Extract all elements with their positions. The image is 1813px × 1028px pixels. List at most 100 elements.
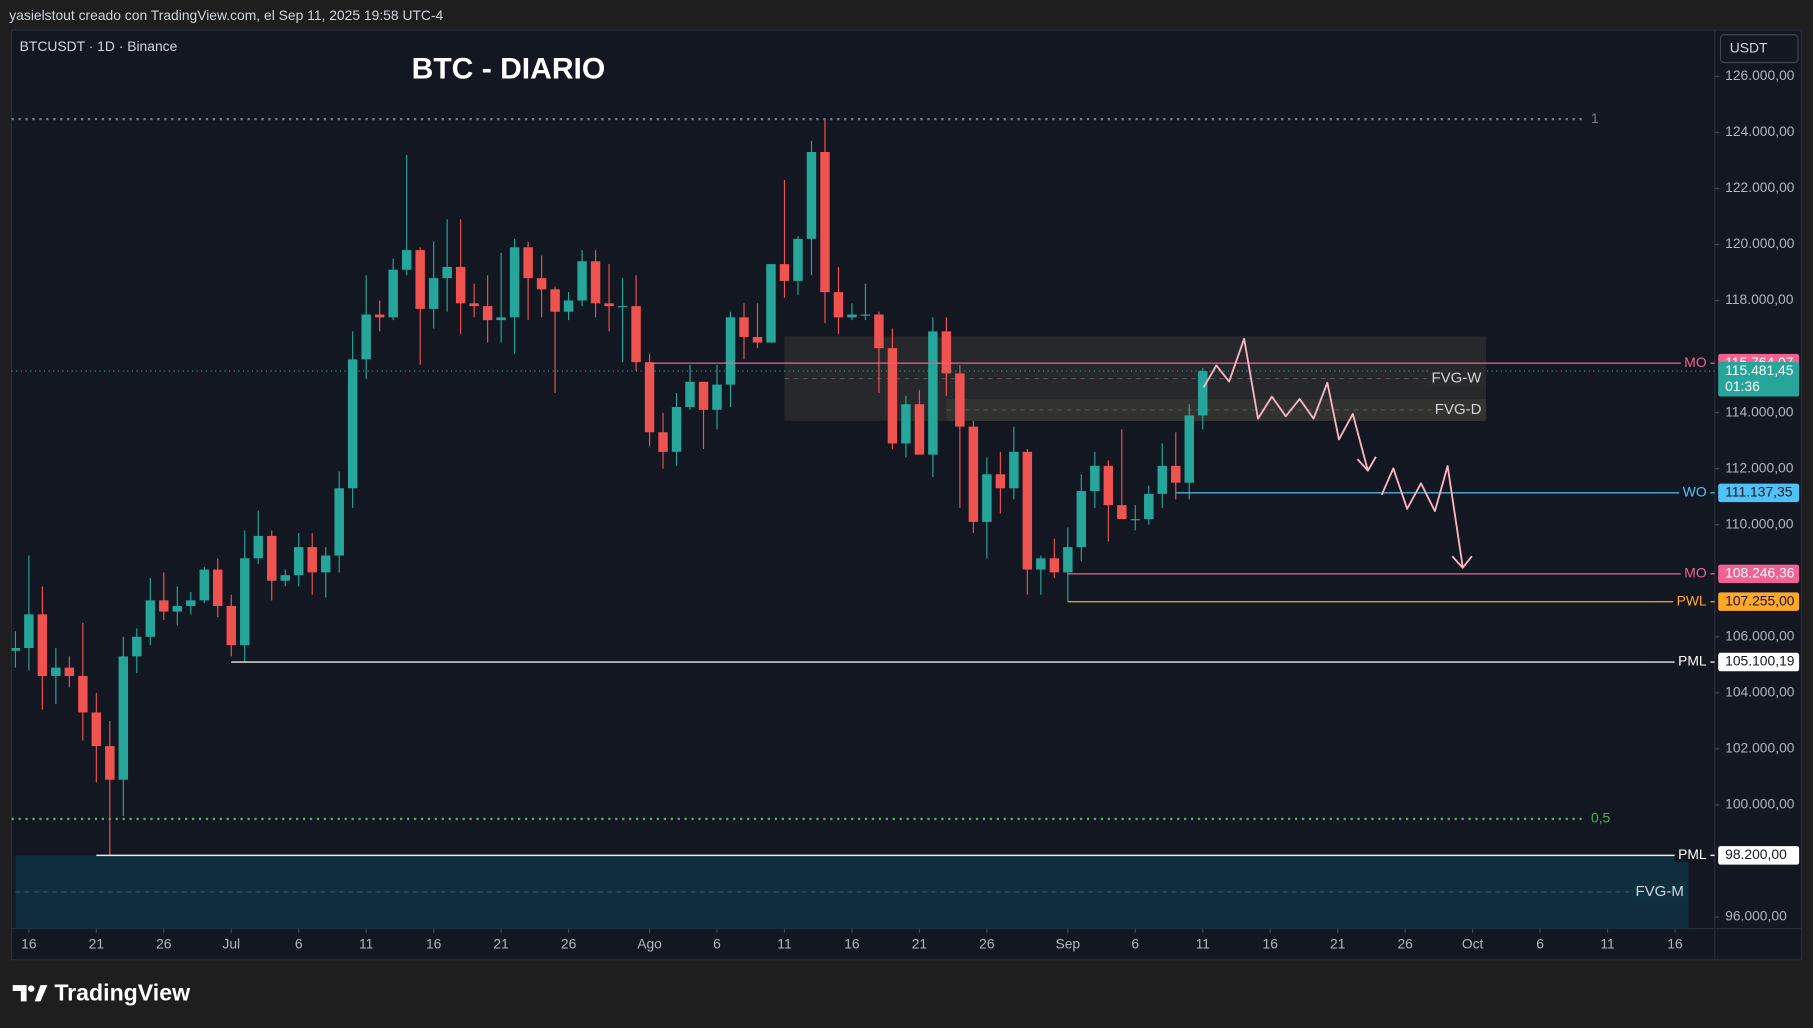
candle-body	[1103, 465, 1114, 506]
candle-body	[995, 474, 1006, 489]
candle-body	[617, 306, 628, 308]
symbol-info: BTCUSDT · 1D · Binance	[20, 38, 178, 54]
level-price-box	[1718, 592, 1800, 611]
candle-body	[388, 269, 398, 318]
candle-body	[509, 247, 520, 318]
projection-arrowhead	[1356, 456, 1377, 472]
candle-body	[91, 712, 102, 747]
candle-body	[24, 614, 34, 649]
x-tick-label: 11	[777, 935, 792, 951]
x-tick-label: 16	[1667, 935, 1683, 951]
level-label-bg	[1679, 483, 1711, 500]
x-tick-label: 16	[21, 935, 37, 951]
candle-body	[320, 555, 331, 573]
candle-body	[240, 558, 250, 646]
candle-body	[1198, 371, 1208, 416]
candle-body	[145, 600, 156, 637]
candle-body	[159, 600, 169, 612]
projection-arrowhead	[1451, 555, 1473, 569]
candle-body	[577, 261, 587, 301]
y-tick-label: 102.000,00	[1725, 740, 1795, 756]
y-tick-label: 120.000,00	[1725, 235, 1795, 251]
chart-panel	[10, 29, 1803, 961]
candle-body	[11, 648, 21, 651]
x-tick-label: Oct	[1462, 935, 1484, 951]
x-tick-label: Sep	[1055, 935, 1080, 951]
zone-label-bg	[1632, 882, 1688, 900]
y-tick-label: 110.000,00	[1725, 515, 1794, 531]
candle-body	[563, 300, 574, 312]
projection-leg	[1380, 465, 1464, 567]
candle-body	[725, 317, 736, 385]
zone-label: FVG-D	[1435, 401, 1482, 418]
candle-body	[698, 381, 709, 410]
chart-title: BTC - DIARIO	[412, 53, 606, 86]
x-tick-label: 26	[979, 935, 995, 951]
candle-body	[64, 667, 75, 677]
candle-body	[51, 667, 61, 677]
candle-body	[820, 152, 830, 293]
y-tick-label: 126.000,00	[1725, 67, 1795, 83]
currency-box[interactable]	[1719, 34, 1799, 64]
x-tick-label: 26	[561, 935, 577, 951]
candle-body	[604, 303, 614, 307]
candle-body	[590, 261, 601, 304]
candle-body	[752, 336, 763, 343]
candle-body	[712, 384, 722, 410]
x-tick-label: 16	[844, 935, 860, 951]
candle-body	[213, 569, 223, 606]
x-tick-label: 6	[713, 935, 721, 951]
candle-body	[118, 656, 129, 780]
x-tick-label: 6	[295, 935, 303, 951]
x-tick-label: 16	[426, 935, 442, 951]
level-price-label: 98.200,00	[1725, 846, 1787, 862]
x-tick-label: Ago	[637, 935, 662, 951]
candle-body	[1130, 519, 1141, 521]
candle-body	[914, 404, 925, 455]
candle-body	[37, 614, 48, 677]
level-label-bg	[1674, 652, 1711, 669]
x-tick-label: 6	[1131, 935, 1139, 951]
candle-body	[793, 238, 803, 281]
candle-body	[536, 278, 547, 290]
y-tick-label: 114.000,00	[1725, 403, 1794, 419]
candle-body	[1171, 465, 1181, 483]
x-tick-label: 21	[89, 935, 105, 951]
candle-body	[1144, 493, 1154, 520]
x-tick-label: 11	[1600, 935, 1615, 951]
zone-label-bg	[1431, 400, 1486, 418]
level-price-label: 111.137,35	[1725, 483, 1793, 499]
candle-body	[968, 426, 979, 522]
candle-body	[482, 306, 493, 321]
level-price-box	[1718, 483, 1800, 503]
candle-body	[267, 535, 277, 581]
candle-body	[833, 292, 844, 318]
last-price-label: 115.481,45	[1725, 362, 1794, 378]
candle-body	[442, 266, 452, 279]
level-price-label: 108.246,36	[1725, 565, 1795, 581]
y-tick-label: 112.000,00	[1725, 459, 1794, 475]
candle-body	[401, 250, 412, 270]
level-label: PML	[1678, 653, 1707, 669]
fib-label: 1	[1591, 110, 1599, 126]
candle-body	[739, 317, 749, 337]
candle-body	[1076, 491, 1087, 548]
y-tick-label: 96.000,00	[1725, 908, 1787, 924]
candle-body	[105, 746, 115, 780]
candle-body	[806, 152, 817, 239]
x-tick-label: 11	[1196, 935, 1211, 951]
x-tick-label: 21	[493, 935, 509, 951]
candle-body	[496, 317, 506, 321]
y-tick-label: 118.000,00	[1725, 291, 1794, 307]
x-tick-label: 26	[1397, 935, 1413, 951]
zone-label: FVG-W	[1431, 370, 1482, 387]
zone-label: FVG-M	[1635, 883, 1683, 900]
level-price-box	[1718, 564, 1800, 584]
candle-body	[294, 547, 304, 576]
candle-body	[186, 600, 196, 606]
candle-body	[955, 373, 965, 427]
candle-body	[550, 289, 560, 312]
y-tick-label: 100.000,00	[1725, 796, 1795, 812]
candle-body	[1036, 558, 1046, 570]
